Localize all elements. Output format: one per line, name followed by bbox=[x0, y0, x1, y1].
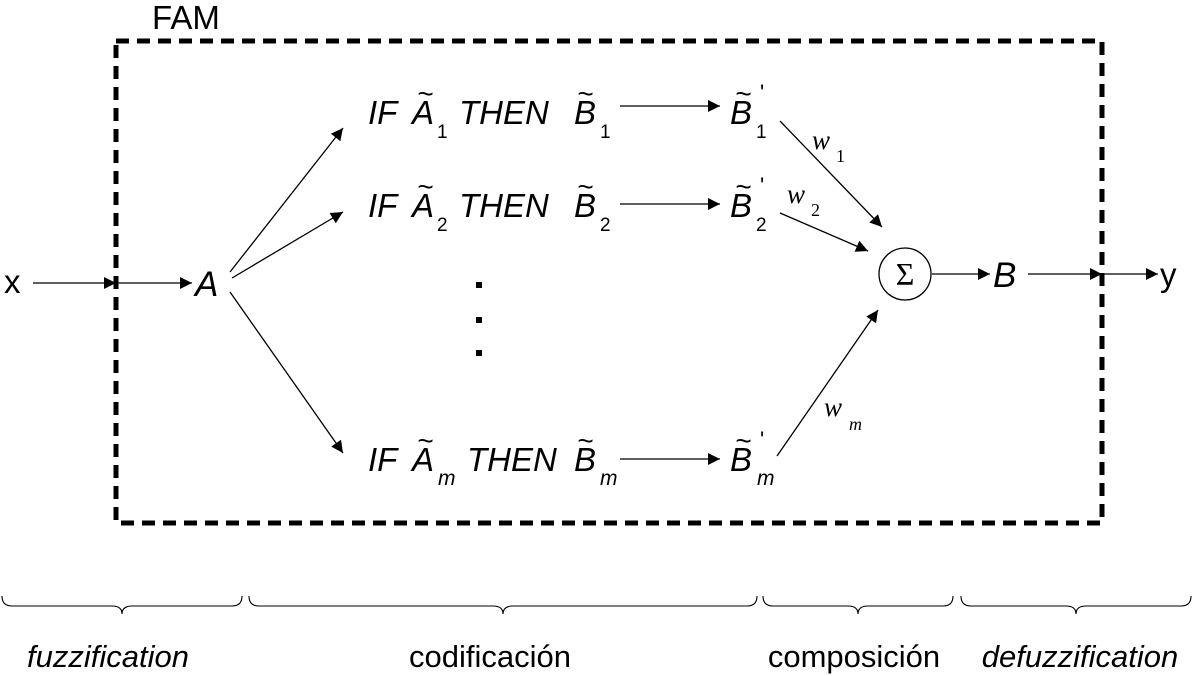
rule-m-consequent: B bbox=[574, 441, 596, 478]
ellipsis-dot bbox=[476, 317, 482, 323]
result-2: ~ B ' 2 bbox=[730, 171, 767, 236]
rule-2-antecedent: A bbox=[410, 187, 434, 224]
rule-1: IF ~ A 1 THEN ~ B 1 bbox=[368, 78, 611, 143]
weight-1-subscript: 1 bbox=[836, 146, 845, 166]
weight-m-subscript: m bbox=[849, 414, 862, 434]
rule-2-then: THEN bbox=[459, 187, 549, 224]
rule-1-antecedent: A bbox=[410, 94, 434, 131]
rule-1-antecedent-tilde: ~ bbox=[417, 78, 433, 109]
rule-m-antecedent-subscript: m bbox=[438, 467, 456, 490]
arrow-result-m-to-sum bbox=[776, 309, 879, 457]
output-y-label: y bbox=[1160, 256, 1177, 293]
result-1-prime: ' bbox=[760, 80, 764, 105]
rule-m-if: IF bbox=[368, 441, 399, 478]
rule-m-consequent-tilde: ~ bbox=[577, 425, 593, 456]
arrow-a-to-rule-2 bbox=[231, 211, 344, 279]
rule-2-consequent-subscript: 2 bbox=[600, 215, 611, 236]
rule-2-if: IF bbox=[368, 187, 399, 224]
weight-2: w 2 bbox=[787, 179, 820, 220]
weight-m-w: w bbox=[824, 392, 842, 422]
rule-1-if: IF bbox=[368, 94, 399, 131]
stage-label-fuzzification: fuzzification bbox=[27, 639, 189, 674]
fam-box bbox=[113, 38, 1105, 526]
result-1-b: B bbox=[730, 94, 752, 131]
rule-1-then: THEN bbox=[459, 94, 549, 131]
rule-1-consequent-tilde: ~ bbox=[577, 78, 593, 109]
result-2-subscript: 2 bbox=[756, 215, 767, 236]
rule-m-then: THEN bbox=[467, 441, 557, 478]
rule-m-antecedent-tilde: ~ bbox=[417, 425, 433, 456]
rule-1-antecedent-subscript: 1 bbox=[437, 122, 448, 143]
fuzzy-output-b: B bbox=[993, 256, 1016, 295]
rule-1-consequent: B bbox=[574, 94, 596, 131]
rule-2-antecedent-subscript: 2 bbox=[437, 215, 448, 236]
stage-braces bbox=[1, 595, 1192, 615]
stage-label-codificacion: codificación bbox=[409, 639, 571, 674]
result-2-b: B bbox=[730, 187, 752, 224]
brace-codificacion bbox=[248, 595, 758, 615]
brace-composicion bbox=[762, 595, 954, 615]
sum-node bbox=[878, 247, 932, 301]
weight-1-w: w bbox=[812, 125, 830, 155]
ellipsis-dot bbox=[476, 350, 482, 356]
rule-2-antecedent-tilde: ~ bbox=[417, 171, 433, 202]
arrow-result-2-to-sum bbox=[779, 212, 869, 252]
weight-m: w m bbox=[824, 392, 862, 434]
rule-2: IF ~ A 2 THEN ~ B 2 bbox=[368, 171, 611, 236]
weight-2-w: w bbox=[787, 179, 805, 209]
brace-fuzzification bbox=[1, 595, 243, 615]
rule-m-consequent-subscript: m bbox=[600, 467, 618, 490]
result-1: ~ B ' 1 bbox=[730, 78, 767, 143]
arrow-result-1-to-sum bbox=[779, 120, 883, 228]
result-m: ~ B ' m bbox=[730, 425, 775, 490]
ellipsis-dot bbox=[476, 282, 482, 288]
stage-label-defuzzification: defuzzification bbox=[982, 639, 1178, 674]
rule-1-consequent-subscript: 1 bbox=[600, 122, 611, 143]
result-2-prime: ' bbox=[760, 173, 764, 198]
weight-2-subscript: 2 bbox=[811, 200, 820, 220]
rule-m-antecedent: A bbox=[410, 441, 434, 478]
stage-label-composicion: composición bbox=[768, 639, 940, 674]
rule-2-consequent-tilde: ~ bbox=[577, 171, 593, 202]
fam-label: FAM bbox=[152, 0, 220, 36]
result-m-subscript: m bbox=[757, 467, 775, 490]
arrow-a-to-rule-m bbox=[229, 291, 344, 454]
ellipsis-dots bbox=[476, 282, 482, 356]
result-m-prime: ' bbox=[760, 427, 764, 452]
result-m-b: B bbox=[730, 441, 752, 478]
fuzzy-input-a: A bbox=[193, 265, 218, 304]
arrow-a-to-rule-1 bbox=[229, 127, 344, 273]
sum-symbol: Σ bbox=[896, 256, 915, 292]
result-m-tilde: ~ bbox=[735, 425, 751, 456]
brace-defuzzification bbox=[960, 595, 1192, 615]
result-2-tilde: ~ bbox=[735, 171, 751, 202]
rule-m: IF ~ A m THEN ~ B m bbox=[368, 425, 618, 490]
result-1-subscript: 1 bbox=[756, 122, 767, 143]
input-x-label: x bbox=[4, 263, 21, 300]
result-1-tilde: ~ bbox=[735, 78, 751, 109]
rule-2-consequent: B bbox=[574, 187, 596, 224]
weight-1: w 1 bbox=[812, 125, 845, 166]
